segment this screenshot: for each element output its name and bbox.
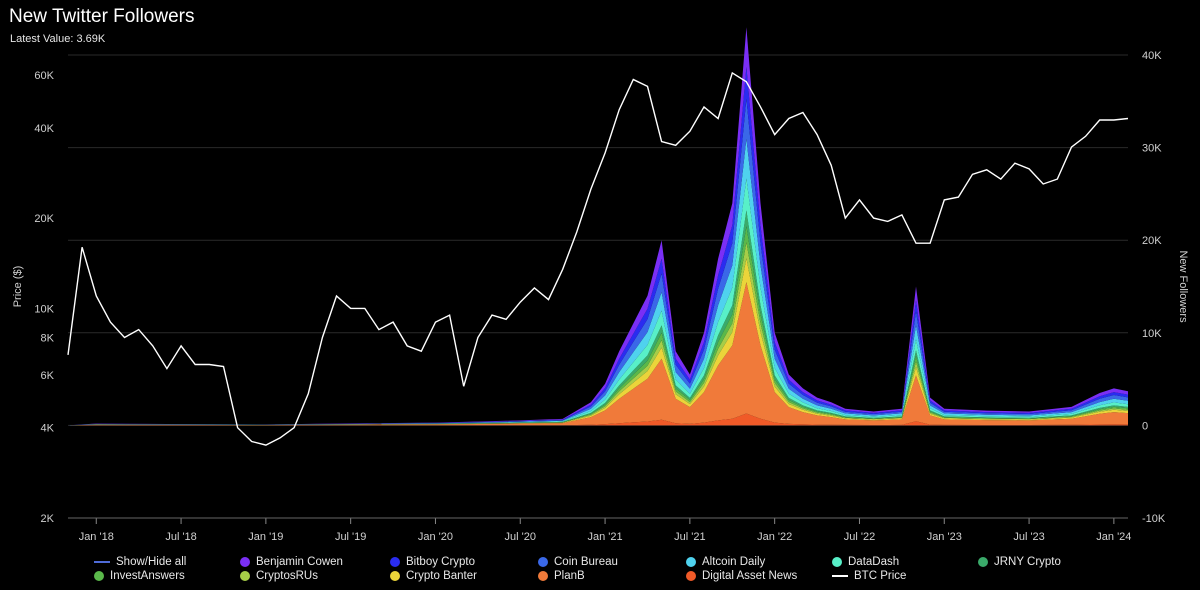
legend-item-jrny-crypto[interactable]: JRNY Crypto (978, 556, 1061, 568)
legend-swatch (978, 557, 988, 567)
right-tick-label: 10K (1142, 328, 1162, 340)
legend-item-cryptosrus[interactable]: CryptosRUs (240, 570, 318, 582)
right-tick-label: 30K (1142, 143, 1162, 155)
btc-price-line (67, 71, 1129, 446)
x-tick-label: Jan '23 (927, 531, 962, 543)
legend-item-show-hide-all[interactable]: Show/Hide all (94, 556, 186, 568)
x-tick-label: Jan '19 (248, 531, 283, 543)
left-axis-title: Price ($) (12, 266, 24, 308)
area-benjamin-cowen (68, 27, 1128, 426)
legend-swatch (240, 557, 250, 567)
legend-label: InvestAnswers (110, 570, 185, 582)
legend-label: JRNY Crypto (994, 556, 1061, 568)
left-tick-label: 20K (34, 213, 54, 225)
legend-label: Bitboy Crypto (406, 556, 476, 568)
legend-swatch (538, 571, 548, 581)
legend-item-altcoin-daily[interactable]: Altcoin Daily (686, 556, 765, 568)
legend-label: Altcoin Daily (702, 556, 766, 568)
legend-swatch (832, 557, 842, 567)
legend-label: PlanB (554, 570, 585, 582)
area-datadash (68, 178, 1128, 426)
chart-subtitle: Latest Value: 3.69K (10, 33, 106, 45)
left-tick-label: 60K (34, 70, 54, 82)
legend-label: Digital Asset News (702, 570, 798, 582)
x-tick-label: Jan '18 (79, 531, 114, 543)
legend-swatch (390, 557, 400, 567)
right-tick-label: 0 (1142, 420, 1148, 432)
left-tick-label: 2K (41, 513, 55, 525)
legend-item-bitboy-crypto[interactable]: Bitboy Crypto (390, 556, 475, 568)
legend-label: DataDash (848, 556, 900, 568)
legend-swatch (94, 571, 104, 581)
x-tick-label: Jul '18 (165, 531, 196, 543)
legend-swatch (538, 557, 548, 567)
right-tick-label: -10K (1142, 513, 1166, 525)
legend-item-planb[interactable]: PlanB (538, 570, 585, 582)
legend-label: Benjamin Cowen (256, 556, 343, 568)
left-tick-label: 40K (34, 123, 54, 135)
legend-label: Coin Bureau (554, 556, 618, 568)
x-tick-label: Jul '21 (674, 531, 705, 543)
area-bitboy-crypto (68, 67, 1128, 426)
x-tick-label: Jul '19 (335, 531, 366, 543)
legend-label: Show/Hide all (116, 556, 187, 568)
left-tick-label: 6K (41, 370, 55, 382)
legend-item-btc-price[interactable]: BTC Price (832, 570, 906, 582)
legend-item-digital-asset-news[interactable]: Digital Asset News (686, 570, 797, 582)
legend-label: BTC Price (854, 570, 907, 582)
legend-item-datadash[interactable]: DataDash (832, 556, 899, 568)
legend-item-benjamin-cowen[interactable]: Benjamin Cowen (240, 556, 343, 568)
x-tick-label: Jul '22 (844, 531, 875, 543)
legend-swatch (240, 571, 250, 581)
x-tick-label: Jul '23 (1013, 531, 1044, 543)
legend-item-coin-bureau[interactable]: Coin Bureau (538, 556, 618, 568)
x-tick-label: Jan '24 (1096, 531, 1131, 543)
legend-label: Crypto Banter (406, 570, 477, 582)
legend-swatch (686, 571, 696, 581)
right-axis-title: New Followers (1177, 250, 1189, 323)
left-tick-label: 8K (41, 332, 55, 344)
x-tick-label: Jan '22 (757, 531, 792, 543)
x-tick-label: Jan '21 (587, 531, 622, 543)
left-tick-label: 4K (41, 423, 55, 435)
x-tick-label: Jul '20 (505, 531, 536, 543)
left-tick-label: 10K (34, 303, 54, 315)
legend-swatch (390, 571, 400, 581)
legend-swatch (94, 561, 110, 563)
legend-swatch (686, 557, 696, 567)
chart-area: -10K 0 10K 20K 30K 40K 2K 4K 6K 8K 10K 20K 40K 60K Jan… (12, 27, 1189, 543)
legend-item-investanswers[interactable]: InvestAnswers (94, 570, 185, 582)
legend-label: CryptosRUs (256, 570, 318, 582)
right-tick-label: 40K (1142, 50, 1162, 62)
legend-item-crypto-banter[interactable]: Crypto Banter (390, 570, 477, 582)
x-tick-label: Jan '20 (418, 531, 453, 543)
right-tick-label: 20K (1142, 235, 1162, 247)
legend-swatch (832, 575, 848, 577)
chart-title: New Twitter Followers (9, 6, 195, 27)
